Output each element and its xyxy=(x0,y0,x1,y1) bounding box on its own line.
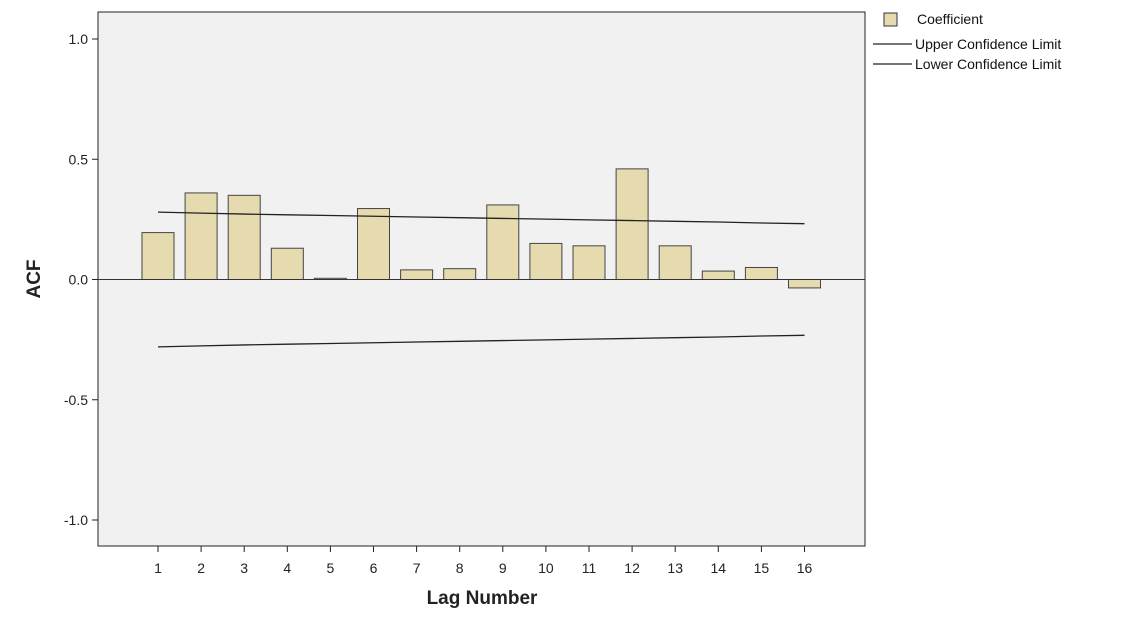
bar-lag-6 xyxy=(357,208,390,281)
x-axis: 1 2 3 4 5 6 7 8 9 10 11 12 13 14 15 16 xyxy=(154,546,812,576)
bar-lag-14 xyxy=(701,270,735,280)
x-tick-label: 5 xyxy=(327,560,335,576)
lower-confidence-line xyxy=(157,334,805,348)
x-tick-label: 6 xyxy=(370,560,378,576)
x-tick-label: 1 xyxy=(154,560,162,576)
legend-label-lower: Lower Confidence Limit xyxy=(915,56,1061,72)
x-tick-label: 15 xyxy=(754,560,770,576)
x-tick-label: 9 xyxy=(499,560,507,576)
bar-lag-13 xyxy=(658,245,692,280)
bar-lag-1 xyxy=(141,232,175,280)
bar-lag-8 xyxy=(443,268,477,280)
x-tick-label: 13 xyxy=(667,560,683,576)
bar-lag-16 xyxy=(788,279,821,289)
bar-lag-15 xyxy=(744,266,778,281)
y-tick-label: 0.5 xyxy=(69,151,89,167)
legend: Coefficient Upper Confidence Limit Lower… xyxy=(873,11,1061,72)
x-axis-title: Lag Number xyxy=(427,588,538,609)
bar-lag-7 xyxy=(400,269,434,281)
x-tick-label: 11 xyxy=(582,560,597,576)
legend-swatch-coefficient xyxy=(883,12,898,27)
bar-lag-4 xyxy=(270,247,304,280)
bar-lag-9 xyxy=(486,204,520,281)
bars-group xyxy=(141,168,821,289)
x-tick-label: 8 xyxy=(456,560,464,576)
bar-lag-11 xyxy=(572,245,606,280)
x-tick-label: 10 xyxy=(538,560,554,576)
y-tick-label: -0.5 xyxy=(64,392,88,408)
bar-lag-2 xyxy=(184,192,218,280)
legend-label-upper: Upper Confidence Limit xyxy=(915,36,1061,52)
x-tick-label: 2 xyxy=(197,560,205,576)
bar-lag-3 xyxy=(227,194,261,280)
y-tick-label: -1.0 xyxy=(64,512,88,528)
x-tick-label: 3 xyxy=(240,560,248,576)
x-tick-label: 12 xyxy=(624,560,640,576)
x-tick-label: 16 xyxy=(797,560,813,576)
bar-lag-10 xyxy=(529,242,563,281)
y-axis: 1.0 0.5 0.0 -0.5 -1.0 xyxy=(64,31,98,528)
y-tick-label: 1.0 xyxy=(69,31,89,47)
x-tick-label: 14 xyxy=(711,560,727,576)
upper-confidence-line xyxy=(157,211,805,225)
x-tick-label: 7 xyxy=(413,560,421,576)
legend-label-coefficient: Coefficient xyxy=(917,11,983,27)
x-tick-label: 4 xyxy=(283,560,291,576)
y-tick-label: 0.0 xyxy=(69,272,89,288)
y-axis-title: ACF xyxy=(24,259,45,298)
bar-lag-12 xyxy=(615,168,649,280)
